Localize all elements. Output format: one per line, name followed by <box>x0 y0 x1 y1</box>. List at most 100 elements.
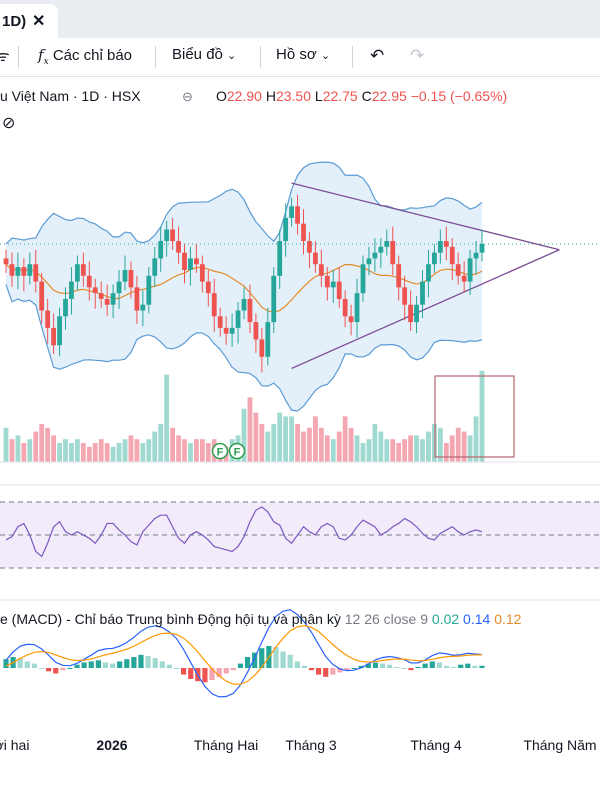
redo-icon[interactable]: ↷ <box>410 46 425 65</box>
macd-histogram-bar <box>166 664 173 668</box>
x-tick-label: 2026 <box>96 737 127 753</box>
candle-body <box>86 275 92 288</box>
volume-bar <box>265 431 271 462</box>
macd-histogram-bar <box>358 665 364 668</box>
macd-histogram-bar <box>308 668 315 671</box>
macd-histogram-bar <box>394 666 400 668</box>
high-value: 23.50 <box>275 88 311 104</box>
x-tick-label: Tháng Hai <box>194 737 259 753</box>
volume-bar <box>461 431 467 462</box>
signal-value: 0.14 <box>463 611 494 627</box>
macd-histogram-bar <box>458 664 464 668</box>
symbol-search-icon[interactable]: ᯤ <box>0 48 10 65</box>
macd-histogram-bar <box>67 668 73 669</box>
volume-bar <box>199 439 205 462</box>
macd-histogram-bar <box>109 663 116 668</box>
candle-body <box>33 264 39 282</box>
x-tick-label: Tháng 3 <box>285 737 337 753</box>
candle-body <box>277 241 283 276</box>
macd-histogram-bar <box>145 655 151 668</box>
macd-histogram-bar <box>181 668 187 675</box>
bollinger-bands <box>0 161 600 412</box>
candle-body <box>182 252 187 270</box>
candle-body <box>98 293 104 299</box>
earnings-marker-label: F <box>234 447 241 459</box>
volume-bar <box>437 427 443 462</box>
macd-histogram-bar <box>387 664 393 668</box>
macd-histogram-bar <box>88 661 94 668</box>
macd-histogram-bar <box>365 663 371 668</box>
symbol-description[interactable]: u Việt Nam · 1D · HSX <box>0 88 141 104</box>
macd-histogram-bar <box>102 662 109 668</box>
low-value: 22.75 <box>322 88 358 104</box>
open-value: 22.90 <box>226 88 262 104</box>
macd-histogram-bar <box>124 659 130 668</box>
volume-bar <box>182 439 187 462</box>
candle-body <box>116 281 122 294</box>
volume-bar <box>473 416 479 462</box>
chart-tab[interactable]: 1D) ✕ <box>0 4 58 38</box>
volume-bar <box>3 427 9 462</box>
macd-histogram-bar <box>209 668 215 681</box>
volume-bar <box>324 435 330 462</box>
open-label: O <box>216 88 227 104</box>
candle-body <box>51 327 56 346</box>
candle-body <box>408 304 413 323</box>
candle-body <box>426 264 431 282</box>
volume-bar <box>342 416 348 462</box>
macd-histogram-bar <box>429 661 435 668</box>
candle-body <box>318 264 324 276</box>
candle-body <box>235 310 241 328</box>
triangle-drawing[interactable] <box>291 182 560 370</box>
chart-type-label: Biểu đồ <box>172 46 223 63</box>
triangle-lower-line <box>291 249 560 370</box>
rsi-line <box>5 506 483 558</box>
toggle-icon[interactable]: ⊖ <box>182 89 193 104</box>
candle-body <box>432 252 437 265</box>
eye-off-icon[interactable]: ⊘ <box>2 115 16 132</box>
candle-body <box>449 246 455 265</box>
candle-body <box>21 267 27 276</box>
close-label: C <box>361 88 372 104</box>
price-candles <box>3 194 485 373</box>
macd-histogram-bar <box>230 668 236 671</box>
indicators-button[interactable]: fx Các chỉ báo <box>38 46 132 67</box>
volume-bar <box>295 424 300 462</box>
volume-bar <box>307 427 312 462</box>
volume-bar <box>75 439 80 462</box>
candle-body <box>479 243 485 253</box>
candle-body <box>39 281 45 311</box>
macd-histogram-bar <box>138 654 144 668</box>
candle-body <box>420 281 425 305</box>
earnings-marker-label: F <box>217 447 224 459</box>
macd-histogram-bar <box>294 661 300 668</box>
candle-body <box>437 241 443 253</box>
profile-button[interactable]: Hồ sơ ⌄ <box>276 46 330 63</box>
undo-icon[interactable]: ↶ <box>370 46 385 65</box>
candle-body <box>128 270 134 288</box>
candle-body <box>342 298 348 317</box>
candle-body <box>80 264 86 276</box>
close-icon[interactable]: ✕ <box>32 13 46 30</box>
volume-bar <box>116 443 122 462</box>
earnings-marker <box>211 442 229 460</box>
tab-bar: 1D) ✕ <box>0 0 600 38</box>
macd-value: 0.02 <box>432 611 463 627</box>
macd-histogram-bar <box>344 668 350 671</box>
volume-bar <box>170 427 175 462</box>
candle-body <box>289 206 294 218</box>
chart-type-button[interactable]: Biểu đồ ⌄ <box>172 46 236 63</box>
candle-body <box>194 258 199 265</box>
candle-body <box>140 304 146 311</box>
macd-histogram-bar <box>436 662 442 668</box>
high-label: H <box>265 88 276 104</box>
volume-bar <box>104 443 110 462</box>
volume-bar <box>449 435 455 462</box>
macd-histogram-bar <box>188 668 194 679</box>
macd-histogram-bar <box>173 668 180 669</box>
macd-histogram-bar <box>443 665 450 668</box>
macd-histogram-bar <box>131 657 137 668</box>
macd-histogram-bar <box>31 663 38 668</box>
volume-bar <box>277 412 283 462</box>
